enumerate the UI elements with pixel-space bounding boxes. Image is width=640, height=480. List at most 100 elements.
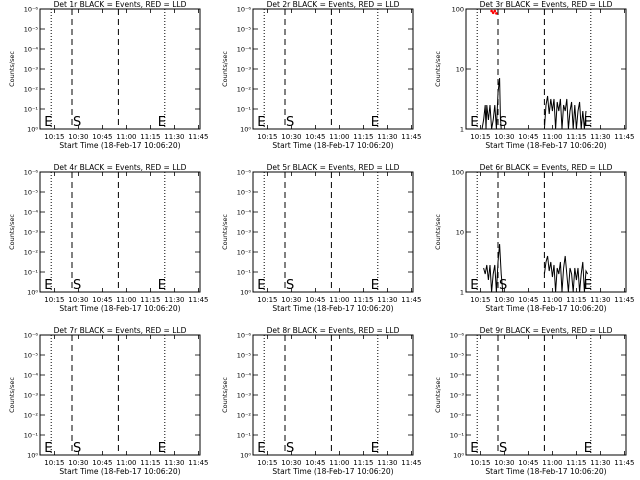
x-tick-label: 10:15 xyxy=(44,133,64,141)
x-tick-label: 10:45 xyxy=(518,296,538,304)
e-marker-label: E xyxy=(44,278,52,293)
x-tick-label: 11:15 xyxy=(566,133,586,141)
y-axis-label: Counts/sec xyxy=(8,51,16,87)
y-axis-label: Counts/sec xyxy=(434,377,442,413)
e-marker-label: E xyxy=(371,115,379,130)
x-tick-label: 11:15 xyxy=(353,296,373,304)
x-tick-label: 11:15 xyxy=(140,133,160,141)
x-tick-label: 11:30 xyxy=(164,459,184,467)
y-tick-label: 10⁻³ xyxy=(24,392,39,400)
x-tick-label: 11:15 xyxy=(353,459,373,467)
s-marker-label: S xyxy=(286,115,294,130)
y-tick-label: 10⁻¹ xyxy=(237,106,252,114)
s-marker-label: S xyxy=(499,115,507,130)
y-tick-label: 100 xyxy=(452,6,464,14)
y-tick-label: 10⁻¹ xyxy=(450,432,465,440)
y-tick-label: 10⁻⁴ xyxy=(450,372,465,380)
detector-panel-4: Det 4r BLACK = Events, RED = LLD 10:15 10:… xyxy=(8,163,208,313)
s-marker-label: S xyxy=(499,441,507,456)
x-tick-label: 11:00 xyxy=(542,133,562,141)
e-marker-label: E xyxy=(584,441,592,456)
x-tick-label: 10:15 xyxy=(44,296,64,304)
x-tick-label: 10:45 xyxy=(518,459,538,467)
s-marker-label: S xyxy=(286,441,294,456)
y-axis-label: Counts/sec xyxy=(8,377,16,413)
y-tick-label: 10⁻² xyxy=(24,249,39,257)
x-axis-label: Start Time (18-Feb-17 10:06:20) xyxy=(485,467,606,476)
panel-title: Det 7r BLACK = Events, RED = LLD xyxy=(54,326,187,335)
x-tick-label: 11:30 xyxy=(377,296,397,304)
y-tick-label: 10⁰ xyxy=(240,452,251,460)
x-axis-label: Start Time (18-Feb-17 10:06:20) xyxy=(272,304,393,313)
detector-panel-1: Det 1r BLACK = Events, RED = LLD 10:15 10:… xyxy=(8,0,208,150)
y-tick-label: 10⁻³ xyxy=(24,66,39,74)
x-axis-label: Start Time (18-Feb-17 10:06:20) xyxy=(272,141,393,150)
y-tick-label: 100 xyxy=(452,169,464,177)
y-tick-label: 10⁻⁵ xyxy=(24,352,39,360)
y-tick-label: 10⁰ xyxy=(240,289,251,297)
y-tick-label: 10⁻² xyxy=(24,412,39,420)
x-tick-label: 11:15 xyxy=(566,296,586,304)
y-axis-label: Counts/sec xyxy=(221,51,229,87)
y-tick-label: 10⁻¹ xyxy=(24,106,39,114)
x-tick-label: 11:00 xyxy=(329,133,349,141)
y-tick-label: 10⁻³ xyxy=(450,392,465,400)
panel-title: Det 6r BLACK = Events, RED = LLD xyxy=(480,163,613,172)
x-tick-label: 11:00 xyxy=(116,459,136,467)
x-tick-label: 11:30 xyxy=(590,133,610,141)
x-tick-label: 10:15 xyxy=(257,133,277,141)
lld-point xyxy=(495,12,498,15)
y-tick-label: 10⁰ xyxy=(27,452,38,460)
y-tick-label: 10⁻⁴ xyxy=(24,46,39,54)
x-tick-label: 11:45 xyxy=(614,459,634,467)
y-tick-label: 10⁻⁴ xyxy=(237,372,252,380)
e-marker-label: E xyxy=(158,441,166,456)
y-tick-label: 10⁰ xyxy=(27,126,38,134)
x-tick-label: 11:30 xyxy=(377,459,397,467)
y-tick-label: 10⁻⁵ xyxy=(450,352,465,360)
events-series-line xyxy=(483,243,504,293)
y-tick-label: 10⁻² xyxy=(450,412,465,420)
y-axis-label: Counts/sec xyxy=(221,214,229,250)
x-tick-label: 11:15 xyxy=(140,459,160,467)
y-tick-label: 10⁻¹ xyxy=(237,269,252,277)
s-marker-label: S xyxy=(73,441,81,456)
e-marker-label: E xyxy=(371,278,379,293)
y-tick-label: 10⁻² xyxy=(237,412,252,420)
detector-panel-8: Det 8r BLACK = Events, RED = LLD 10:15 10:… xyxy=(221,326,421,476)
s-marker-label: S xyxy=(73,278,81,293)
x-tick-label: 10:15 xyxy=(44,459,64,467)
y-axis-label: Counts/sec xyxy=(8,214,16,250)
y-tick-label: 10⁻³ xyxy=(237,229,252,237)
e-marker-label: E xyxy=(257,115,265,130)
x-axis-label: Start Time (18-Feb-17 10:06:20) xyxy=(59,141,180,150)
panel-title: Det 4r BLACK = Events, RED = LLD xyxy=(54,163,187,172)
panel-title: Det 2r BLACK = Events, RED = LLD xyxy=(267,0,400,9)
plot-frame xyxy=(39,171,201,293)
x-tick-label: 10:15 xyxy=(257,459,277,467)
y-tick-label: 10⁻¹ xyxy=(24,432,39,440)
y-tick-label: 10⁻⁴ xyxy=(24,209,39,217)
x-tick-label: 11:30 xyxy=(590,459,610,467)
events-series-line xyxy=(543,255,589,293)
x-tick-label: 11:45 xyxy=(401,133,421,141)
detector-panel-2: Det 2r BLACK = Events, RED = LLD 10:15 10:… xyxy=(221,0,421,150)
y-tick-label: 10⁻⁶ xyxy=(24,6,39,14)
x-tick-label: 11:45 xyxy=(401,459,421,467)
x-tick-label: 11:00 xyxy=(329,459,349,467)
x-tick-label: 10:15 xyxy=(470,296,490,304)
x-tick-label: 10:45 xyxy=(305,133,325,141)
x-tick-label: 11:00 xyxy=(116,133,136,141)
e-marker-label: E xyxy=(584,115,592,130)
x-axis-label: Start Time (18-Feb-17 10:06:20) xyxy=(272,467,393,476)
detector-panel-9: Det 9r BLACK = Events, RED = LLD 10:15 10:… xyxy=(434,326,634,476)
y-tick-label: 10⁻⁶ xyxy=(24,169,39,177)
y-tick-label: 10⁻⁶ xyxy=(24,332,39,340)
x-tick-label: 11:45 xyxy=(614,296,634,304)
y-tick-label: 10⁻⁵ xyxy=(237,26,252,34)
e-marker-label: E xyxy=(257,278,265,293)
plot-frame xyxy=(465,171,627,293)
events-series-line xyxy=(543,95,587,130)
y-tick-label: 10⁻⁶ xyxy=(237,6,252,14)
